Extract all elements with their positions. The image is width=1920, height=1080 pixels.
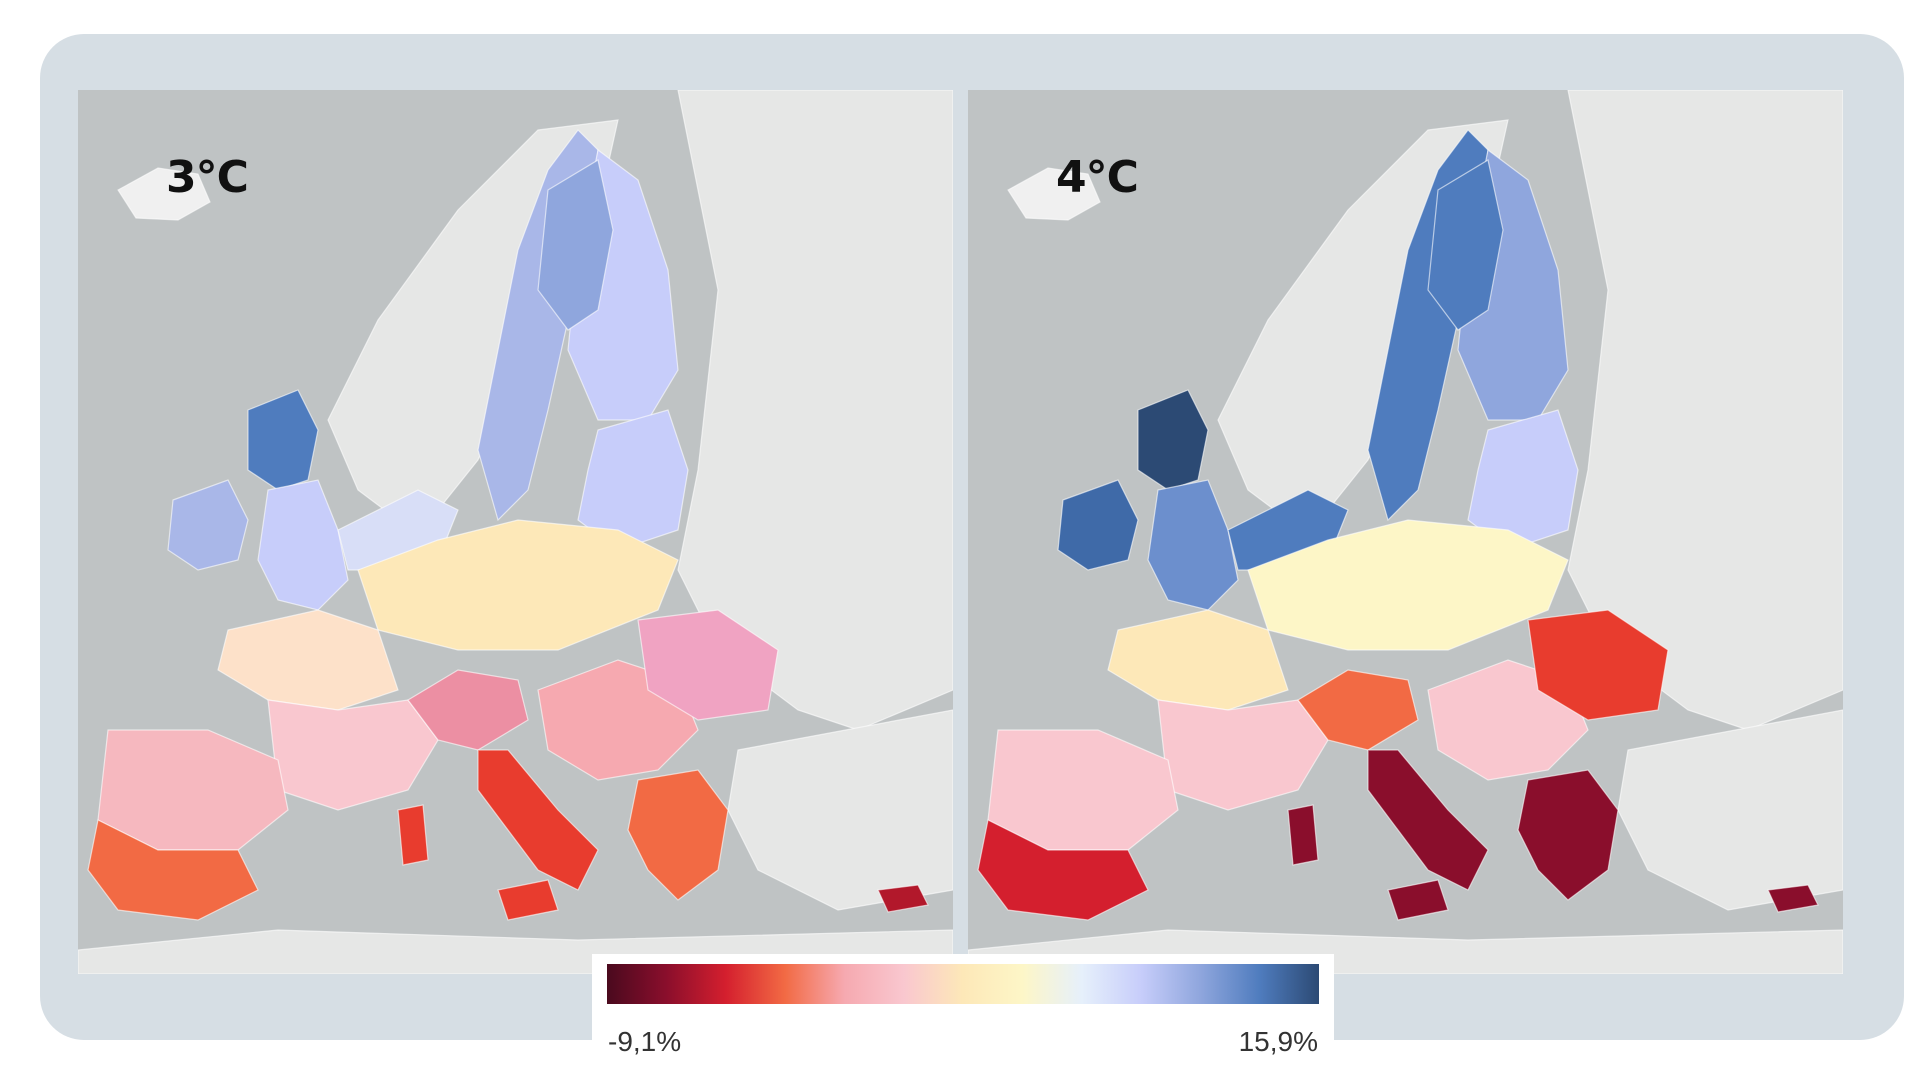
region-sardinia-4c: [1287, 804, 1319, 866]
legend-min-label: -9,1%: [608, 1026, 682, 1057]
region-sardinia-3c: [397, 804, 429, 866]
europe-map-3c: [78, 90, 953, 974]
region-italy-south-4c: [1367, 749, 1489, 891]
region-uk-north-4c: [1137, 389, 1209, 491]
region-uk-north-3c: [247, 389, 319, 491]
region-baltic-4c: [1467, 409, 1579, 551]
region-baltic-3c: [577, 409, 689, 551]
scenario-label-4c: 4°C: [1056, 152, 1139, 203]
region-cyprus-3c: [877, 884, 929, 913]
region-romania-4c: [1527, 609, 1669, 721]
region-germany-poland-4c: [1247, 519, 1569, 651]
map-panel-4c: 4°C: [968, 90, 1843, 974]
region-uk-south-4c: [1147, 479, 1239, 611]
region-greece-3c: [627, 769, 729, 901]
region-italy-north-3c: [407, 669, 529, 751]
land-iceland-4c: [1007, 167, 1101, 221]
europe-map-4c: [968, 90, 1843, 974]
map-panel-3c: 3°C: [78, 90, 953, 974]
region-finland-north-3c: [537, 159, 614, 331]
color-scale-legend: -9,1% 15,9%: [592, 954, 1334, 1080]
region-sicily-4c: [1387, 879, 1449, 921]
region-france-north-4c: [1107, 609, 1289, 711]
region-greece-4c: [1517, 769, 1619, 901]
region-france-north-3c: [217, 609, 399, 711]
region-italy-south-3c: [477, 749, 599, 891]
region-france-south-4c: [1157, 699, 1329, 811]
region-iberia-south-3c: [87, 819, 259, 921]
region-ireland-4c: [1057, 479, 1139, 571]
region-romania-3c: [637, 609, 779, 721]
scenario-label-3c: 3°C: [166, 152, 249, 203]
region-uk-south-3c: [257, 479, 349, 611]
legend-gradient-bar: [607, 964, 1319, 1004]
region-iberia-south-4c: [977, 819, 1149, 921]
region-finland-north-4c: [1427, 159, 1504, 331]
region-germany-poland-3c: [357, 519, 679, 651]
region-ireland-3c: [167, 479, 249, 571]
region-sicily-3c: [497, 879, 559, 921]
region-cyprus-4c: [1767, 884, 1819, 913]
region-france-south-3c: [267, 699, 439, 811]
land-iceland-3c: [117, 167, 211, 221]
legend-max-label: 15,9%: [1238, 1026, 1318, 1057]
region-italy-north-4c: [1297, 669, 1419, 751]
